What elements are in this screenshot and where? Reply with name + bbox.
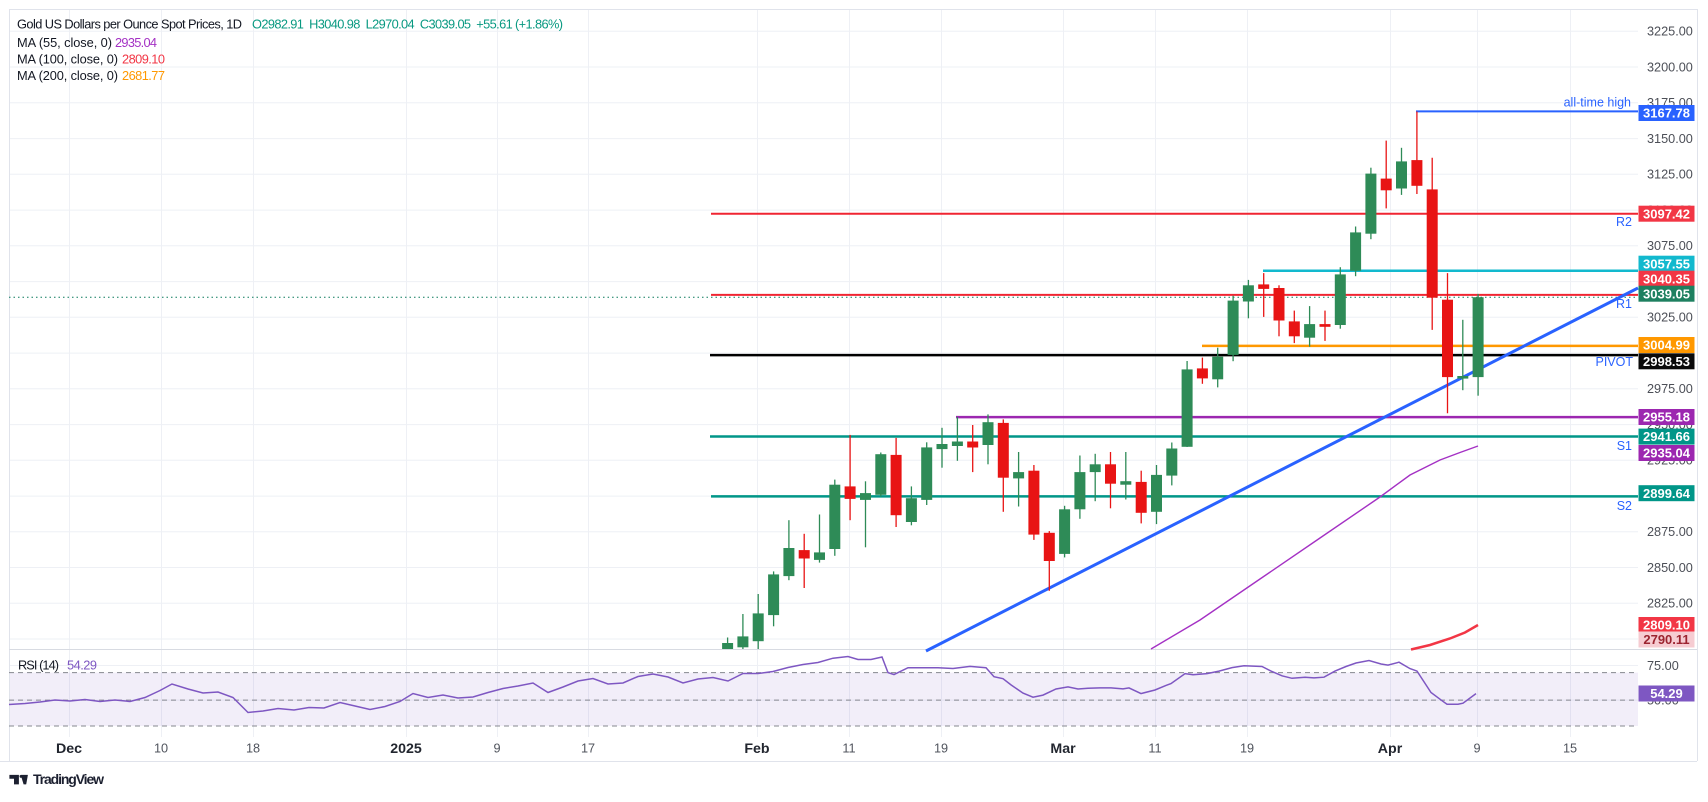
svg-text:3039.05: 3039.05 <box>1643 286 1690 301</box>
svg-text:S2: S2 <box>1617 499 1632 513</box>
svg-text:all-time high: all-time high <box>1564 96 1631 110</box>
svg-text:2025: 2025 <box>390 741 422 757</box>
svg-text:2790.11: 2790.11 <box>1643 632 1689 647</box>
svg-text:3097.42: 3097.42 <box>1643 206 1690 221</box>
svg-text:75.00: 75.00 <box>1647 659 1679 673</box>
svg-text:2955.18: 2955.18 <box>1643 410 1690 425</box>
svg-text:MA (55, close, 0): MA (55, close, 0) <box>17 35 112 50</box>
svg-text:17: 17 <box>581 742 595 756</box>
svg-text:54.29: 54.29 <box>67 658 97 673</box>
svg-text:3125.00: 3125.00 <box>1647 168 1693 182</box>
svg-text:Gold US Dollars per Ounce Spot: Gold US Dollars per Ounce Spot Prices, 1… <box>17 17 242 32</box>
svg-text:9: 9 <box>493 742 500 756</box>
svg-text:R2: R2 <box>1616 215 1632 229</box>
svg-text:15: 15 <box>1563 742 1577 756</box>
svg-text:2941.66: 2941.66 <box>1643 429 1690 444</box>
svg-text:R1: R1 <box>1616 297 1632 311</box>
svg-text:3040.35: 3040.35 <box>1643 271 1690 286</box>
svg-text:2809.10: 2809.10 <box>122 51 165 66</box>
svg-text:2998.53: 2998.53 <box>1643 354 1690 369</box>
svg-text:3025.00: 3025.00 <box>1647 311 1693 325</box>
svg-text:19: 19 <box>934 742 948 756</box>
svg-text:3004.99: 3004.99 <box>1643 338 1690 353</box>
svg-text:18: 18 <box>246 742 260 756</box>
svg-text:2899.64: 2899.64 <box>1643 486 1691 501</box>
svg-text:11: 11 <box>842 742 855 756</box>
svg-text:2681.77: 2681.77 <box>122 68 165 83</box>
svg-text:2825.00: 2825.00 <box>1647 597 1693 611</box>
svg-text:2975.00: 2975.00 <box>1647 382 1693 396</box>
svg-text:3167.78: 3167.78 <box>1643 106 1690 121</box>
svg-text:MA (200, close, 0): MA (200, close, 0) <box>17 68 118 83</box>
svg-text:O2982.91 H3040.98 L2970.04: O2982.91 H3040.98 L2970.04 C3039.05 +55.… <box>252 17 563 32</box>
svg-text:Dec: Dec <box>56 741 82 757</box>
svg-text:54.29: 54.29 <box>1650 686 1683 701</box>
svg-text:3075.00: 3075.00 <box>1647 239 1693 253</box>
svg-text:RSI (14): RSI (14) <box>18 658 59 673</box>
svg-text:19: 19 <box>1240 742 1254 756</box>
svg-text:Feb: Feb <box>744 741 770 757</box>
svg-text:3150.00: 3150.00 <box>1647 132 1693 146</box>
svg-text:3200.00: 3200.00 <box>1647 61 1693 75</box>
svg-text:2935.04: 2935.04 <box>1643 446 1691 461</box>
svg-text:MA (100, close, 0): MA (100, close, 0) <box>17 51 118 66</box>
svg-text:Apr: Apr <box>1378 741 1403 757</box>
svg-text:11: 11 <box>1148 742 1161 756</box>
svg-text:3225.00: 3225.00 <box>1647 25 1693 39</box>
svg-text:9: 9 <box>1473 742 1480 756</box>
svg-text:10: 10 <box>154 742 168 756</box>
svg-text:TradingView: TradingView <box>33 771 104 787</box>
svg-text:3057.55: 3057.55 <box>1643 256 1690 271</box>
svg-text:2850.00: 2850.00 <box>1647 561 1693 575</box>
svg-text:S1: S1 <box>1617 439 1632 453</box>
svg-text:2875.00: 2875.00 <box>1647 525 1693 539</box>
svg-text:Mar: Mar <box>1050 741 1076 757</box>
svg-text:2935.04: 2935.04 <box>115 35 157 50</box>
svg-text:PIVOT: PIVOT <box>1595 355 1633 369</box>
svg-text:2809.10: 2809.10 <box>1643 618 1690 633</box>
